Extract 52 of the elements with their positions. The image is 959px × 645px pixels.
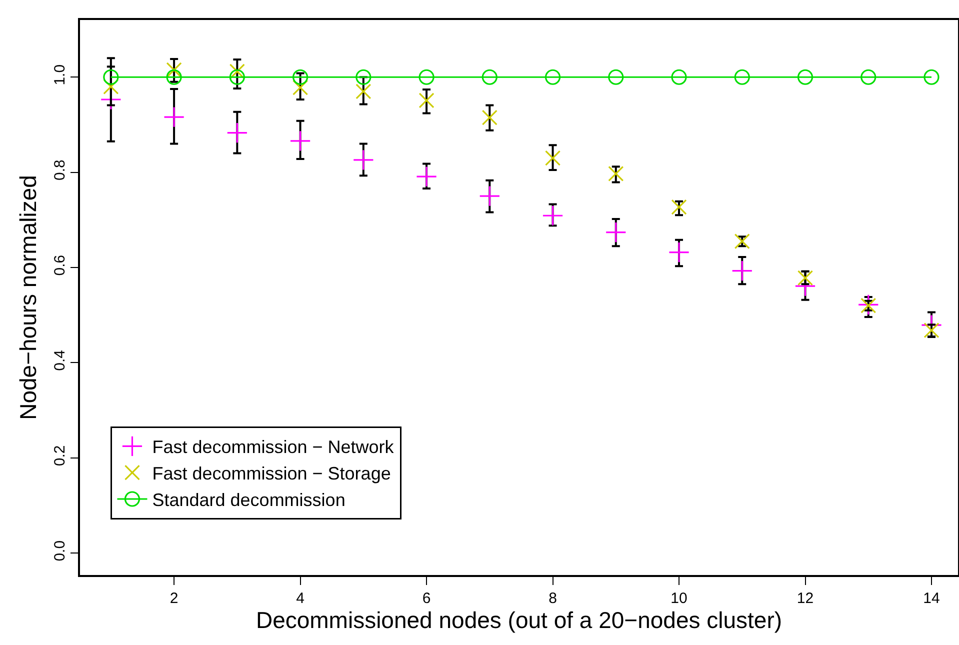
point	[352, 149, 374, 171]
point	[163, 106, 185, 128]
x-tick-label: 12	[796, 590, 814, 607]
y-tick-label: 0.2	[51, 445, 68, 466]
point	[734, 234, 750, 250]
point	[608, 69, 624, 85]
x-tick-label: 8	[548, 590, 557, 607]
x-tick-label: 2	[170, 590, 178, 607]
y-tick-label: 0.4	[51, 350, 68, 371]
point	[797, 69, 814, 85]
legend-label: Standard decommission	[152, 490, 346, 510]
point	[292, 69, 308, 85]
point	[860, 69, 876, 85]
point	[544, 69, 561, 85]
y-tick-label: 0.8	[51, 160, 68, 180]
point	[605, 222, 626, 243]
point	[418, 92, 434, 108]
legend-label: Fast decommission − Storage	[152, 464, 391, 484]
point	[608, 166, 624, 182]
point	[229, 69, 245, 85]
point	[924, 69, 940, 85]
point	[734, 69, 750, 85]
point	[103, 69, 119, 85]
point	[290, 130, 311, 152]
x-tick-label: 6	[422, 590, 431, 607]
point	[671, 199, 687, 215]
point	[482, 69, 498, 85]
y-tick-label: 1.0	[51, 64, 68, 86]
point	[103, 78, 119, 94]
y-tick-label: 0.6	[51, 254, 68, 276]
x-tick-label: 14	[923, 590, 940, 607]
point	[479, 186, 500, 207]
x-tick-label: 10	[670, 590, 688, 607]
point	[671, 69, 687, 85]
x-axis-title: Decommissioned nodes (out of a 20−nodes cluster)	[256, 606, 782, 633]
y-axis-title: Node−hours normalized	[15, 175, 42, 420]
point	[418, 69, 434, 85]
x-tick-label: 4	[296, 590, 304, 607]
legend-label: Fast decommission − Network	[152, 437, 395, 458]
point	[166, 62, 182, 78]
y-tick-label: 0.0	[51, 540, 68, 562]
point	[544, 150, 561, 166]
point	[166, 69, 182, 85]
point	[229, 64, 245, 80]
point	[356, 69, 372, 85]
point	[292, 80, 308, 96]
point	[542, 205, 564, 226]
point	[732, 260, 753, 282]
point	[482, 110, 498, 126]
point	[668, 242, 690, 263]
point	[416, 166, 438, 188]
point	[226, 122, 248, 144]
